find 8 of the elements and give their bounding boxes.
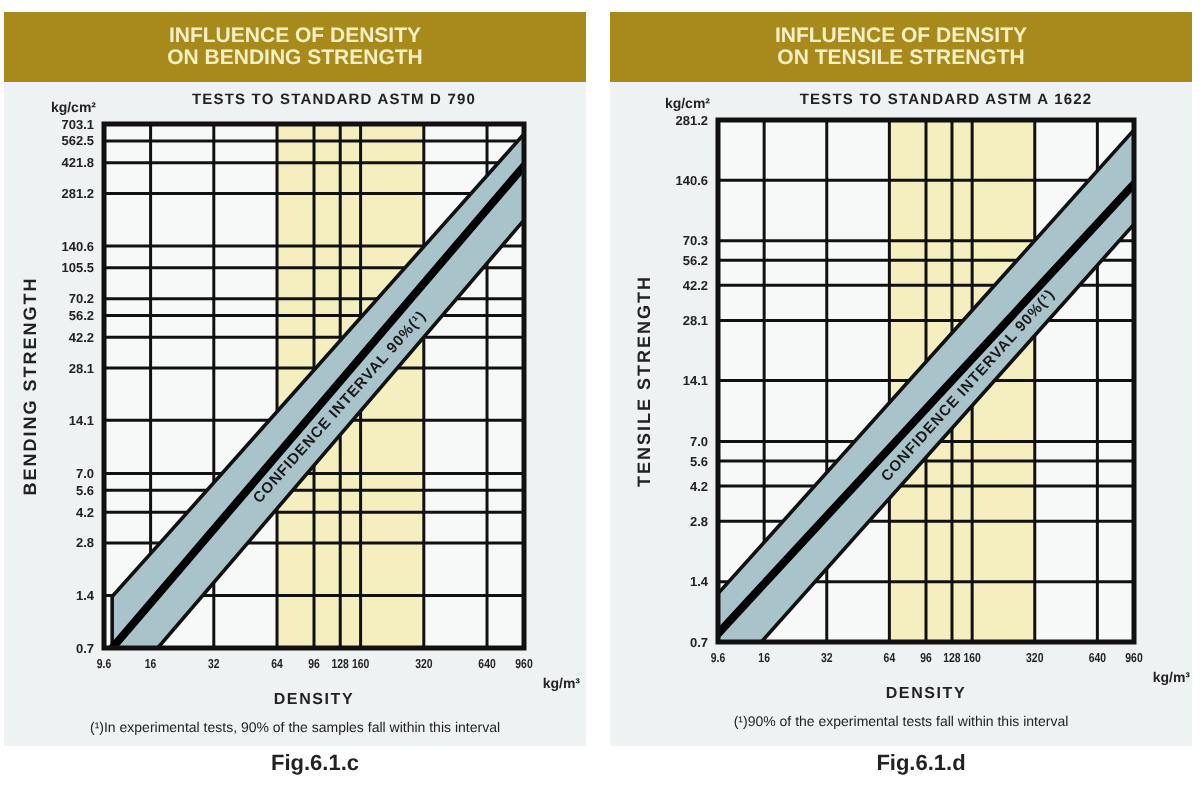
y-axis-title: BENDING STRENGTH bbox=[20, 276, 40, 496]
caption: Fig.6.1.d bbox=[876, 752, 966, 776]
x-axis-title: DENSITY bbox=[273, 690, 355, 708]
chart-title: INFLUENCE OF DENSITY ON BENDING STRENGTH bbox=[167, 24, 423, 70]
y-axis-title: TENSILE STRENGTH bbox=[634, 274, 654, 488]
chart-title: INFLUENCE OF DENSITY ON TENSILE STRENGTH bbox=[774, 24, 1028, 70]
x-axis-title: DENSITY bbox=[885, 684, 967, 702]
caption: Fig.6.1.c bbox=[270, 752, 360, 776]
